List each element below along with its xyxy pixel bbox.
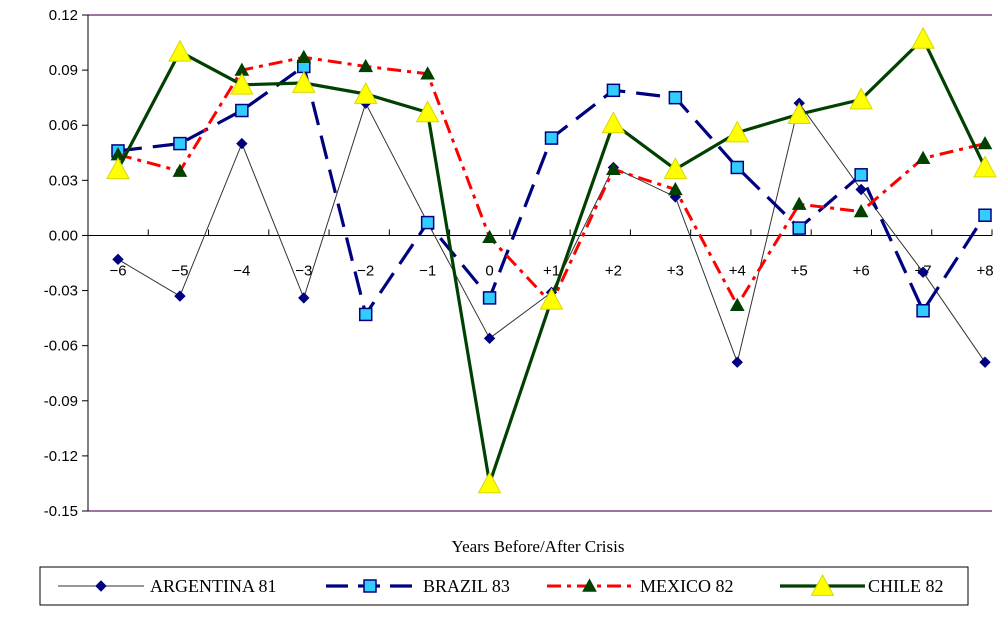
legend-label: MEXICO 82: [640, 576, 734, 596]
data-point-0-14: [979, 356, 991, 368]
y-axis: 0.12 0.09 0.06 0.03 0.00 -0.03 -0.06 -0.09 -0.12…: [44, 7, 88, 520]
data-point-3-3: [291, 70, 316, 93]
data-point-2-12: [853, 204, 869, 218]
data-point-0-10: [731, 356, 743, 368]
y-tick-label: 0.09: [49, 62, 78, 79]
data-point-3-12: [849, 87, 873, 110]
data-point-2-1: [172, 163, 188, 177]
series-layer: [106, 26, 997, 494]
legend-label: ARGENTINA 81: [150, 576, 277, 596]
data-point-2-4: [358, 58, 374, 73]
x-axis: −6−5−4−3−2−10+1+2+3+4+5+6+7+8: [87, 229, 994, 279]
data-point-3-6: [477, 471, 502, 494]
data-point-1-4: [358, 307, 373, 322]
legend-entry: CHILE 82: [780, 573, 944, 596]
plot-area: [88, 15, 992, 511]
data-point-3-9: [663, 157, 688, 180]
legend-entry: ARGENTINA 81: [58, 576, 277, 596]
data-point-0-6: [483, 332, 496, 345]
data-point-1-14: [978, 208, 992, 222]
data-point-2-8: [606, 161, 621, 176]
legend-label: CHILE 82: [868, 576, 944, 596]
data-point-3-0: [106, 157, 130, 180]
legend: ARGENTINA 81 BRAZIL 83 MEXICO 82 CHILE 82: [58, 573, 944, 596]
data-point-2-11: [791, 196, 807, 210]
x-tick-label: +5: [791, 262, 808, 279]
data-point-3-4: [353, 81, 378, 104]
data-point-0-0: [112, 253, 124, 266]
data-point-1-2: [235, 103, 249, 118]
legend-entry: BRAZIL 83: [326, 576, 510, 596]
data-point-1-9: [668, 90, 683, 105]
y-tick-label: 0.12: [49, 7, 78, 24]
data-point-1-12: [854, 168, 868, 182]
x-tick-label: −6: [109, 262, 126, 279]
x-tick-label: +3: [667, 262, 684, 279]
data-point-0-1: [174, 290, 186, 302]
data-point-2-10: [729, 297, 745, 311]
data-point-2-6: [482, 229, 497, 243]
data-point-legend-2: [582, 578, 597, 592]
data-point-0-3: [298, 292, 310, 304]
data-point-3-8: [601, 111, 626, 134]
x-tick-label: −3: [295, 262, 312, 279]
x-axis-title: Years Before/After Crisis: [452, 537, 625, 556]
data-point-3-7: [539, 287, 564, 310]
data-point-1-11: [792, 221, 806, 235]
data-point-2-14: [977, 136, 993, 150]
data-point-1-8: [606, 83, 621, 98]
y-tick-label: 0.00: [49, 227, 78, 244]
y-tick-label: -0.15: [44, 503, 78, 520]
x-tick-label: +1: [543, 262, 560, 279]
data-point-3-1: [168, 39, 192, 62]
x-tick-label: +2: [605, 262, 622, 279]
x-tick-label: 0: [485, 262, 493, 279]
y-tick-label: -0.12: [44, 448, 78, 465]
data-point-1-6: [482, 291, 497, 305]
x-tick-label: +4: [729, 262, 746, 279]
series-chile-82: [106, 26, 997, 494]
y-tick-label: 0.03: [49, 172, 78, 189]
x-tick-label: −5: [171, 262, 188, 279]
data-point-1-13: [916, 304, 930, 318]
y-tick-label: 0.06: [49, 117, 78, 134]
data-point-1-7: [544, 131, 559, 145]
x-tick-label: −1: [419, 262, 436, 279]
data-point-legend-3: [810, 573, 835, 596]
x-tick-label: +8: [976, 262, 993, 279]
data-point-3-11: [787, 102, 812, 125]
data-point-2-13: [915, 150, 931, 164]
data-point-3-13: [911, 26, 935, 49]
legend-label: BRAZIL 83: [423, 576, 510, 596]
data-point-0-13: [917, 266, 929, 278]
data-point-1-5: [420, 215, 435, 230]
data-point-legend-1: [363, 579, 377, 593]
data-point-3-5: [415, 100, 440, 123]
data-point-0-12: [855, 183, 867, 196]
data-point-3-10: [725, 120, 750, 143]
data-point-2-9: [668, 181, 683, 196]
x-tick-label: −2: [357, 262, 374, 279]
data-point-0-2: [236, 137, 248, 150]
data-point-2-5: [420, 66, 435, 80]
data-point-legend-0: [95, 580, 107, 592]
data-point-1-1: [173, 136, 187, 151]
x-tick-label: −4: [233, 262, 250, 279]
y-tick-label: -0.09: [44, 393, 78, 410]
data-point-1-10: [730, 160, 745, 175]
legend-entry: MEXICO 82: [547, 576, 734, 596]
y-tick-label: -0.03: [44, 283, 78, 300]
data-point-2-3: [296, 49, 312, 63]
data-point-3-2: [230, 72, 254, 95]
x-tick-label: +6: [853, 262, 870, 279]
data-point-3-14: [973, 155, 997, 178]
series-brazil-83: [111, 59, 992, 322]
y-tick-label: -0.06: [44, 338, 78, 355]
